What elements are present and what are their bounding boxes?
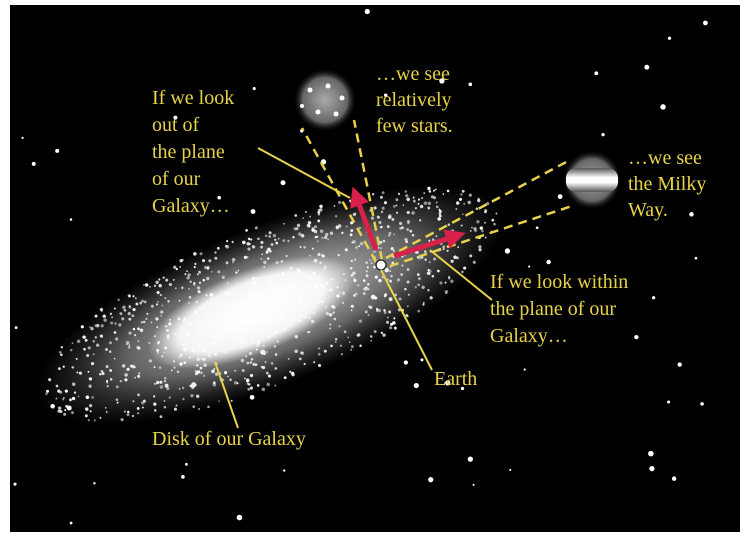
star (505, 248, 510, 253)
label-line: out of (152, 114, 200, 136)
star (678, 362, 682, 366)
star (468, 457, 473, 462)
star (703, 21, 708, 26)
star (473, 484, 475, 486)
star (558, 194, 563, 199)
star (660, 104, 665, 109)
star (421, 358, 424, 361)
star (15, 326, 18, 329)
label-line: relatively (376, 89, 452, 111)
star (668, 37, 671, 40)
star (700, 402, 704, 406)
star (468, 82, 472, 86)
star (546, 260, 550, 264)
star (667, 400, 670, 403)
star (652, 296, 655, 299)
star (644, 65, 649, 70)
star (185, 463, 188, 466)
star (365, 9, 370, 14)
milky-way-band (566, 168, 618, 192)
star (594, 71, 598, 75)
star (428, 477, 433, 482)
label-line: Way. (628, 199, 668, 221)
earth-label: Earth (434, 368, 477, 390)
star (634, 335, 638, 339)
star (672, 476, 676, 480)
disk-label: Disk of our Galaxy (152, 428, 306, 450)
star (21, 137, 23, 139)
star (14, 483, 17, 486)
label-line: …we see (628, 147, 702, 169)
star (404, 360, 408, 364)
label-line: few stars. (376, 115, 453, 137)
star (509, 469, 511, 471)
star (237, 515, 243, 521)
star (536, 226, 539, 229)
star (181, 475, 185, 479)
star (649, 466, 654, 471)
star (281, 180, 286, 185)
sparse-stars-view (293, 68, 357, 132)
star (251, 209, 256, 214)
star (689, 212, 694, 217)
star (253, 87, 256, 90)
star (648, 451, 654, 457)
star (32, 162, 36, 166)
star (283, 469, 285, 471)
star (524, 368, 526, 370)
star (93, 482, 95, 484)
star (55, 149, 59, 153)
star (414, 383, 419, 388)
star (70, 522, 73, 525)
label-line: the plane (152, 141, 225, 163)
label-line: If we look within (490, 271, 628, 293)
label-line: If we look (152, 87, 234, 109)
diagram: Disk of our Galaxy Earth If we look out o… (0, 0, 750, 537)
star (695, 257, 698, 260)
star (528, 266, 530, 268)
label-line: the plane of our (490, 298, 616, 320)
label-line: Galaxy… (152, 195, 230, 217)
label-line: …we see (376, 63, 450, 85)
label-line: the Milky (628, 173, 706, 195)
star (601, 133, 604, 136)
star (70, 218, 73, 221)
label-line: of our (152, 168, 201, 190)
earth-marker (376, 260, 386, 270)
label-line: Galaxy… (490, 325, 568, 347)
